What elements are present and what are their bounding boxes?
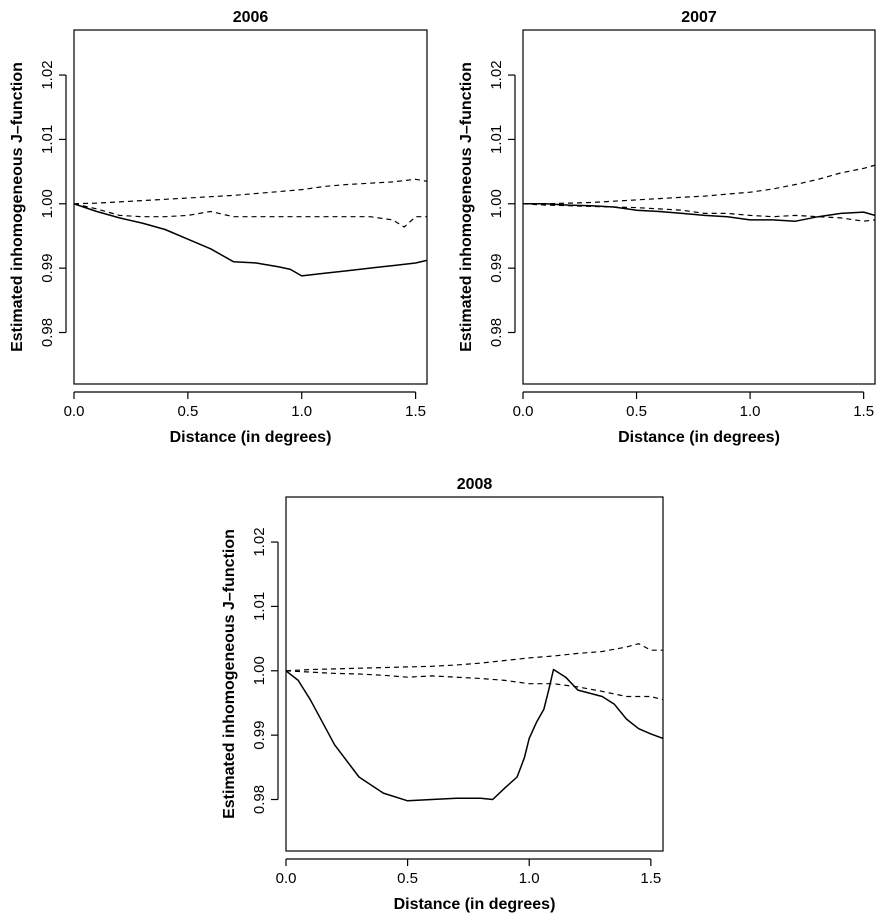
x-tick-label: 0.0	[513, 403, 534, 420]
y-tick-label: 1.01	[39, 125, 56, 154]
x-axis-title: Distance (in degrees)	[170, 429, 332, 446]
x-axis-title: Distance (in degrees)	[394, 896, 556, 913]
y-axis-title: Estimated inhomogeneous J–function	[221, 529, 238, 819]
y-tick-label: 1.01	[488, 125, 505, 154]
y-tick-label: 1.00	[488, 189, 505, 218]
y-tick-label: 1.02	[488, 60, 505, 89]
x-axis-title: Distance (in degrees)	[618, 429, 780, 446]
envelope-line-2	[523, 203, 875, 222]
plot-frame	[73, 29, 428, 385]
y-tick-label: 1.01	[251, 592, 268, 621]
x-tick-label: 0.5	[177, 403, 198, 420]
panel-2006: 2006 0.0 0.5 1.0 1.5 0.98 0.99 1.00 1.01 1.02 Dist…	[9, 9, 428, 446]
y-tick-label: 0.98	[251, 785, 268, 814]
y-axis-title: Estimated inhomogeneous J–function	[458, 62, 475, 352]
x-tick-label: 1.0	[740, 403, 761, 420]
chart-title: 2006	[233, 9, 269, 26]
x-tick-label: 1.0	[291, 403, 312, 420]
envelope-line-2	[74, 203, 427, 228]
y-tick-label: 0.99	[488, 254, 505, 283]
y-tick-label: 0.99	[39, 254, 56, 283]
y-tick-label: 0.99	[251, 721, 268, 750]
chart-title: 2007	[681, 9, 717, 26]
estimate-line-0	[74, 203, 427, 277]
plot-frame	[522, 29, 876, 385]
estimate-line-0	[286, 668, 663, 802]
x-tick-label: 1.5	[640, 870, 661, 887]
x-tick-label: 0.0	[276, 870, 297, 887]
envelope-line-1	[74, 178, 427, 205]
y-tick-label: 1.02	[39, 60, 56, 89]
x-tick-label: 1.0	[519, 870, 540, 887]
panel-2007: 2007 0.0 0.5 1.0 1.5 0.98 0.99 1.00 1.01 1.02 Dist…	[458, 9, 876, 446]
x-tick-label: 0.5	[626, 403, 647, 420]
x-tick-label: 1.5	[405, 403, 426, 420]
envelope-line-1	[286, 643, 663, 672]
x-tick-label: 1.5	[853, 403, 874, 420]
y-tick-label: 1.00	[39, 189, 56, 218]
plot-frame	[285, 496, 664, 852]
estimate-line-0	[523, 203, 875, 222]
y-tick-label: 1.00	[251, 656, 268, 685]
x-tick-label: 0.5	[397, 870, 418, 887]
y-tick-label: 1.02	[251, 527, 268, 556]
y-tick-label: 0.98	[39, 318, 56, 347]
envelope-line-2	[286, 670, 663, 701]
panel-2008: 2008 0.0 0.5 1.0 1.5 0.98 0.99 1.00 1.01 1.02 Dist…	[221, 476, 664, 913]
chart-title: 2008	[457, 476, 493, 493]
y-tick-label: 0.98	[488, 318, 505, 347]
x-tick-label: 0.0	[64, 403, 85, 420]
envelope-line-1	[523, 164, 875, 205]
y-axis-title: Estimated inhomogeneous J–function	[9, 62, 26, 352]
